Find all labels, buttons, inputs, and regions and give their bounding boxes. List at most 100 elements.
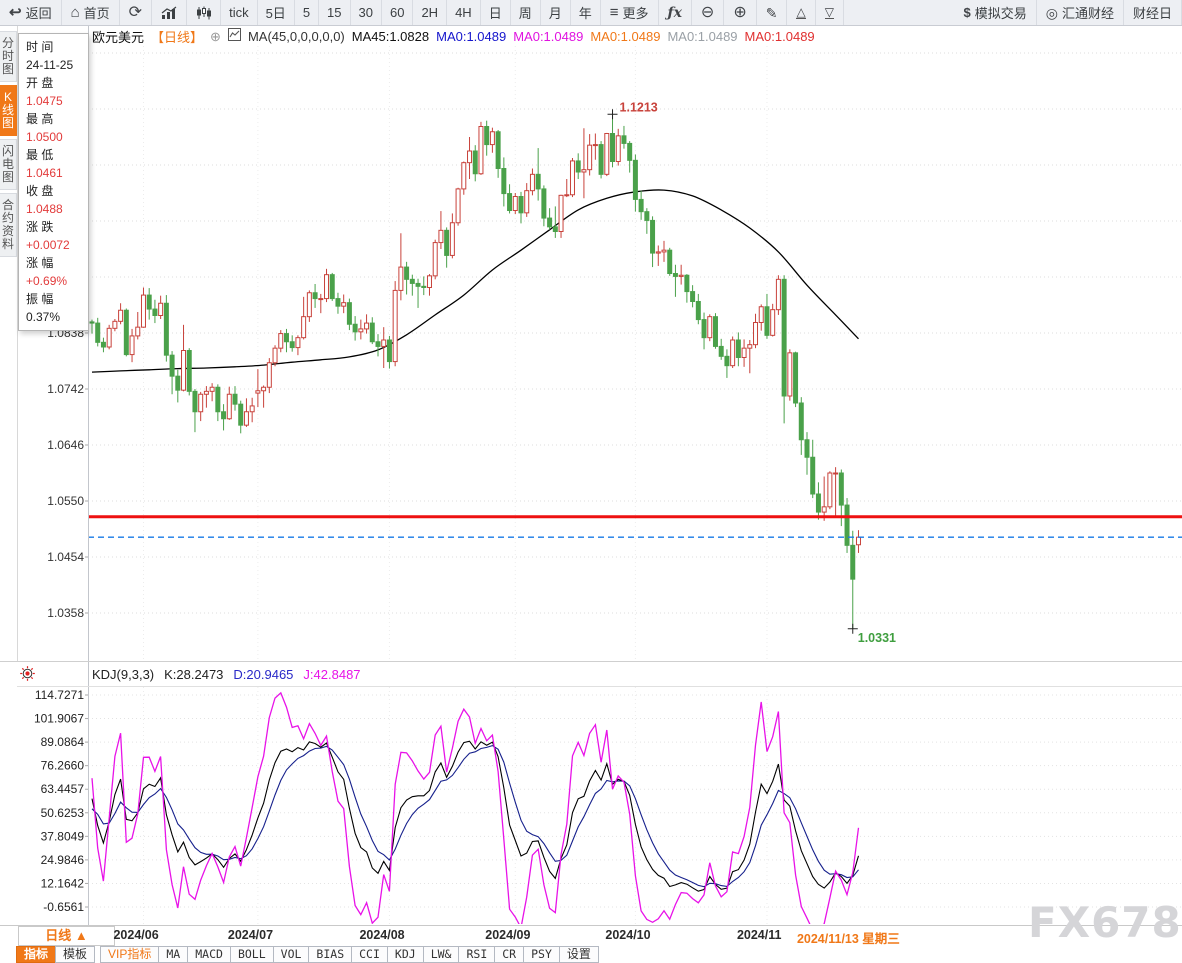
kdj-value: D:20.9465 bbox=[233, 666, 294, 682]
bar-chart-icon bbox=[161, 6, 177, 20]
toolbar-label: 年 bbox=[578, 6, 592, 21]
sidebar-tab-time-chart[interactable]: 分时图 bbox=[0, 31, 17, 82]
indicator-tab-cr[interactable]: CR bbox=[494, 946, 525, 963]
period-tag: 【日线】 bbox=[151, 29, 204, 45]
fx-icon: ƒx bbox=[667, 4, 682, 21]
kdj-axis-label: 24.9846 bbox=[41, 853, 85, 867]
indicator-settings-icon[interactable] bbox=[20, 666, 35, 681]
toolbar-label: 返回 bbox=[25, 6, 52, 21]
toolbar-label: 模拟交易 bbox=[974, 6, 1027, 21]
ma-settings-label: MA(45,0,0,0,0,0) bbox=[247, 28, 345, 44]
add-indicator-icon[interactable]: ⊕ bbox=[210, 28, 221, 44]
huitong-finance-button[interactable]: ◎ 汇通财经 bbox=[1037, 0, 1124, 25]
info-label: 振 幅 bbox=[26, 292, 54, 306]
period-selector-dropdown[interactable]: 日线 ▲ bbox=[18, 926, 115, 946]
time-axis-label: 2024/06 bbox=[113, 928, 159, 942]
kdj-axis-label: 37.8049 bbox=[41, 829, 85, 843]
formula-button[interactable]: ƒx bbox=[659, 0, 692, 25]
zoom-in-button[interactable]: ⊕ bbox=[724, 0, 757, 25]
period-year-button[interactable]: 年 bbox=[571, 0, 601, 25]
indicator-tab-bias[interactable]: BIAS bbox=[308, 946, 353, 963]
period-week-button[interactable]: 周 bbox=[511, 0, 541, 25]
zoom-out-button[interactable]: ⊖ bbox=[692, 0, 725, 25]
kdj-title: KDJ(9,3,3) bbox=[92, 666, 155, 682]
info-value: 1.0500 bbox=[26, 130, 63, 144]
time-axis-label: 2024/07 bbox=[227, 928, 274, 942]
top-toolbar: ↩ 返回 ⌂ 首页 ⟳ tick 5日 5 15 30 60 2H 4H 日周月年 ≡ 更多 ƒx ⊖ ⊕ ✎ △ ▽ $ 模… bbox=[0, 0, 1182, 26]
home-button[interactable]: ⌂ 首页 bbox=[62, 0, 120, 25]
indicator-tab-vol[interactable]: VOL bbox=[272, 946, 310, 963]
toolbar-label: tick bbox=[229, 5, 249, 20]
huitong-icon: ◎ bbox=[1045, 4, 1058, 21]
indicator-tab-vip指标[interactable]: VIP指标 bbox=[100, 946, 160, 963]
kdj-lines bbox=[91, 691, 860, 924]
candle-chart-type-button[interactable] bbox=[187, 0, 222, 25]
period-15m-button[interactable]: 15 bbox=[319, 0, 351, 25]
mini-candlestick-icon[interactable] bbox=[227, 28, 241, 44]
back-button[interactable]: ↩ 返回 bbox=[0, 0, 62, 25]
sim-trading-button[interactable]: $ 模拟交易 bbox=[955, 0, 1037, 25]
toolbar-label: 5 bbox=[302, 5, 311, 20]
toolbar-label: 财经日 bbox=[1132, 6, 1172, 21]
period-5d-button[interactable]: 5日 bbox=[258, 0, 295, 25]
kdj-d-line bbox=[91, 744, 859, 888]
toolbar-label: 4H bbox=[455, 5, 472, 20]
info-label: 时 间 bbox=[26, 40, 54, 54]
draw-triangle-down-button[interactable]: ▽ bbox=[816, 0, 844, 25]
toolbar-label: 日 bbox=[488, 6, 502, 21]
indicator-tab-bar: 指标 模板 VIP指标 MA MACD BOLL VOL BIAS CCI KDJ LW& RSI CR… bbox=[16, 946, 599, 963]
finance-calendar-button[interactable]: 财经日 bbox=[1124, 0, 1182, 25]
indicator-tab-指标[interactable]: 指标 bbox=[16, 946, 57, 963]
time-axis-label: 2024/08 bbox=[359, 928, 405, 942]
period-5m-button[interactable]: 5 bbox=[295, 0, 320, 25]
svg-text:1.0331: 1.0331 bbox=[858, 631, 896, 645]
draw-triangle-up-button[interactable]: △ bbox=[787, 0, 816, 25]
period-2h-button[interactable]: 2H bbox=[413, 0, 448, 25]
period-month-button[interactable]: 月 bbox=[541, 0, 571, 25]
indicator-tab-ma[interactable]: MA bbox=[158, 946, 189, 963]
period-high-marker: 1.1213 bbox=[607, 100, 658, 120]
info-value: 0.37% bbox=[26, 310, 61, 324]
indicator-tab-kdj[interactable]: KDJ bbox=[386, 946, 424, 963]
more-button[interactable]: ≡ 更多 bbox=[601, 0, 659, 25]
indicator-tab-模板[interactable]: 模板 bbox=[55, 946, 96, 963]
ma-value: MA0:1.0489 bbox=[744, 28, 815, 44]
kdj-axis-label: 76.2660 bbox=[41, 759, 85, 773]
info-label: 收 盘 bbox=[26, 184, 54, 198]
sidebar-tab-kline-chart[interactable]: K线图 bbox=[0, 85, 17, 136]
draw-pencil-button[interactable]: ✎ bbox=[757, 0, 788, 25]
indicator-tab-设置[interactable]: 设置 bbox=[558, 946, 599, 963]
period-60m-button[interactable]: 60 bbox=[382, 0, 414, 25]
toolbar-label: 15 bbox=[327, 5, 342, 20]
indicator-tab-psy[interactable]: PSY bbox=[523, 946, 560, 963]
line-chart-type-button[interactable] bbox=[152, 0, 188, 25]
indicator-tab-cci[interactable]: CCI bbox=[351, 946, 388, 963]
info-label: 涨 跌 bbox=[26, 220, 54, 234]
toolbar-label: 5日 bbox=[265, 6, 286, 21]
period-30m-button[interactable]: 30 bbox=[351, 0, 382, 25]
period-day-button[interactable]: 日 bbox=[481, 0, 511, 25]
time-axis: 日线 ▲ 2024/06 2024/07 2024/08 2024/09 2024/10… bbox=[0, 926, 1182, 946]
info-label: 涨 幅 bbox=[26, 256, 54, 270]
indicator-tab-lw[interactable]: LW& bbox=[422, 946, 460, 963]
period-tick-button[interactable]: tick bbox=[221, 0, 258, 25]
indicator-tab-rsi[interactable]: RSI bbox=[458, 946, 496, 963]
period-4h-button[interactable]: 4H bbox=[447, 0, 481, 25]
info-value: 1.0488 bbox=[26, 202, 63, 216]
time-axis-label: 2024/09 bbox=[485, 928, 531, 942]
refresh-button[interactable]: ⟳ bbox=[120, 0, 153, 25]
time-axis-label: 2024/10 bbox=[605, 928, 651, 942]
sidebar-tab-contract-info[interactable]: 合约资料 bbox=[0, 193, 17, 257]
kdj-axis-label: 12.1642 bbox=[41, 876, 85, 890]
indicator-tab-macd[interactable]: MACD bbox=[187, 946, 231, 963]
home-icon: ⌂ bbox=[70, 4, 80, 21]
ma-value: MA45:1.0828 bbox=[351, 28, 430, 44]
price-axis-label: 1.0742 bbox=[47, 382, 84, 396]
cursor-date-label: 2024/11/13 星期三 bbox=[796, 932, 900, 946]
kdj-axis-label: -0.6561 bbox=[43, 900, 84, 914]
sidebar-tab-flash-chart[interactable]: 闪电图 bbox=[0, 139, 17, 190]
triangle-down-icon: ▽ bbox=[824, 5, 834, 19]
kdj-k-line bbox=[91, 740, 860, 892]
indicator-tab-boll[interactable]: BOLL bbox=[229, 946, 274, 963]
